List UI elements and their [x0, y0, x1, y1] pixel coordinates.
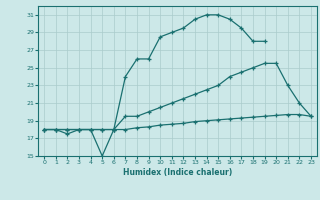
X-axis label: Humidex (Indice chaleur): Humidex (Indice chaleur): [123, 168, 232, 177]
